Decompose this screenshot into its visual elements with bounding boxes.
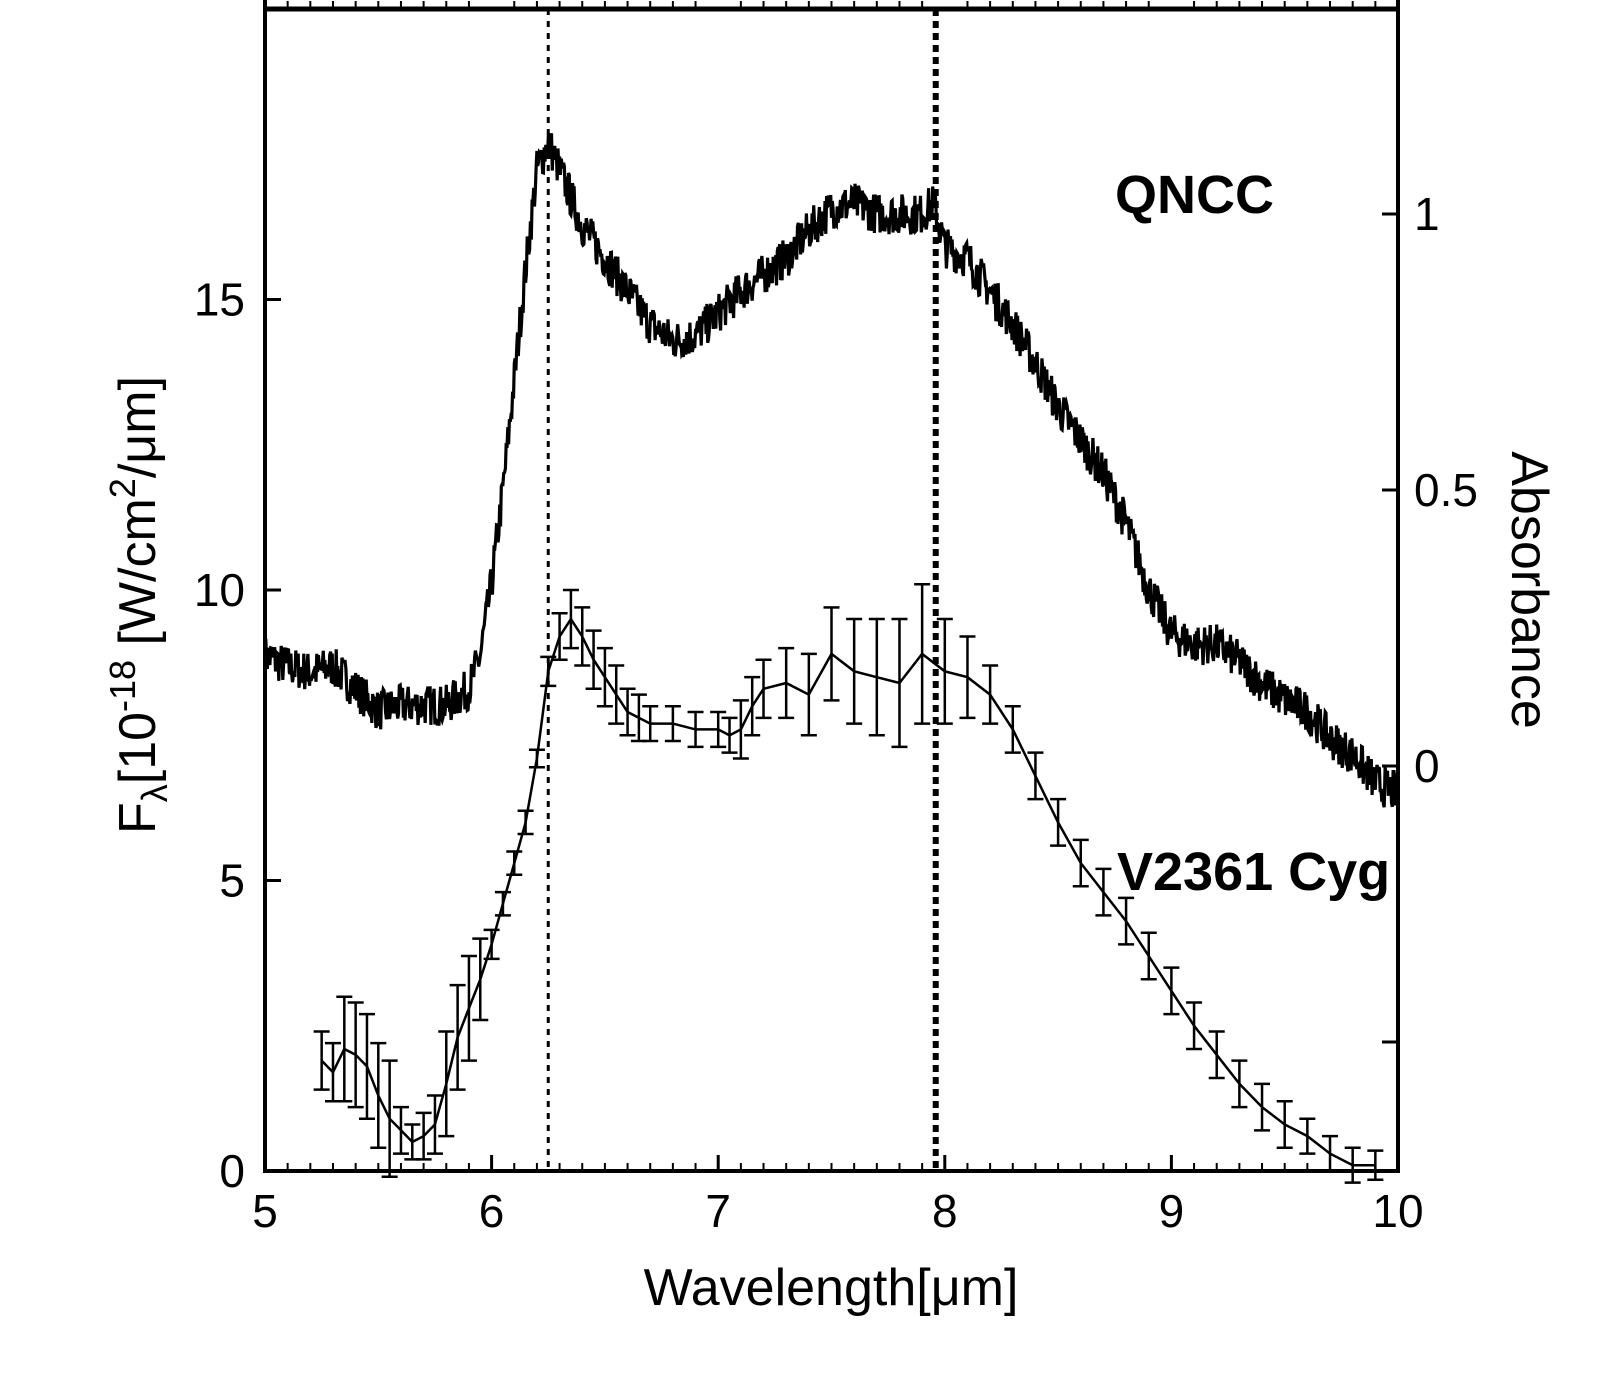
minor-ticks	[286, 1, 1377, 1171]
y-tick-label: 0	[219, 1145, 245, 1197]
plot-content	[263, 9, 1400, 1184]
y-tick-label: 10	[194, 564, 245, 616]
x-axis-title: Wavelength[μm]	[644, 1259, 1019, 1317]
right-y-tick-label: 0.5	[1414, 464, 1478, 516]
y-axis-title-units: [W/cm	[109, 498, 167, 660]
y-axis-title: Fλ[10-18 [W/cm2/μm]	[102, 376, 175, 834]
series-label-qncc: QNCC	[1115, 165, 1274, 225]
v2361-cyg-line	[320, 616, 1376, 1167]
y-axis-title-units-end: /μm]	[109, 376, 167, 478]
y-axis-title-subscript: λ	[134, 784, 175, 802]
right-y-tick-label: 0	[1414, 740, 1440, 792]
y-axis-title-exponent: -18	[102, 660, 143, 712]
y-axis-title-symbol: F	[109, 802, 167, 834]
right-y-axis-title: Absorbance	[1500, 451, 1558, 729]
y-axis-title-scale: [10	[109, 712, 167, 784]
x-tick-label: 6	[479, 1185, 505, 1237]
x-tick-label: 5	[252, 1185, 278, 1237]
y-tick-label: 5	[219, 855, 245, 907]
x-tick-label: 9	[1159, 1185, 1185, 1237]
y-axis-title-units-exponent: 2	[102, 478, 143, 498]
x-tick-label: 7	[705, 1185, 731, 1237]
series-label-v2361-cyg: V2361 Cyg	[1117, 842, 1390, 902]
qncc-spectrum-line	[263, 131, 1400, 808]
right-y-tick-label: 1	[1414, 188, 1440, 240]
x-tick-label: 8	[932, 1185, 958, 1237]
y-tick-label: 15	[194, 274, 245, 326]
x-tick-label: 10	[1372, 1185, 1423, 1237]
